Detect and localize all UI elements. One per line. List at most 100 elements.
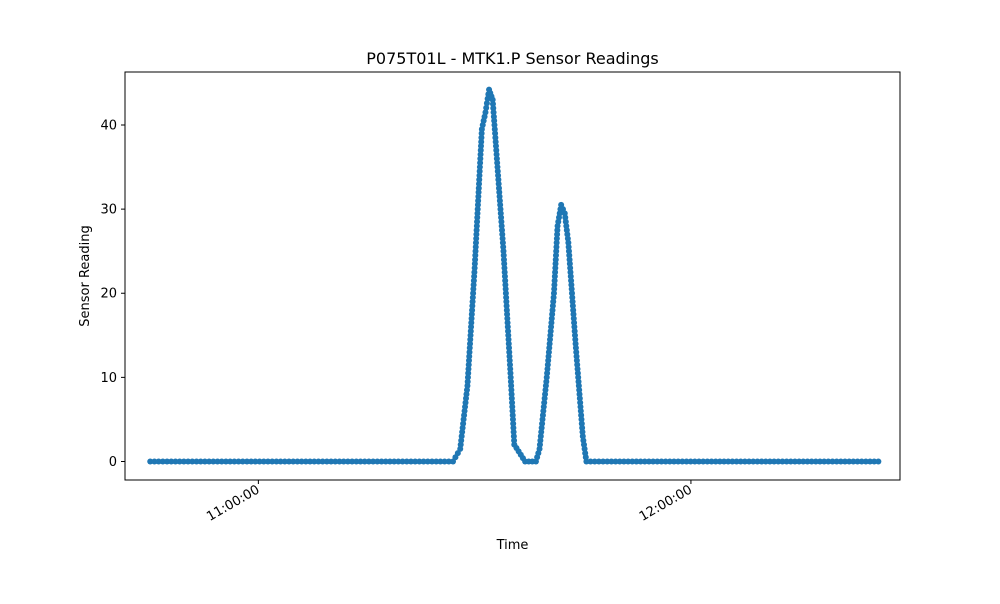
data-point [260,458,267,465]
data-point [716,458,723,465]
data-point [290,458,297,465]
data-point [779,458,786,465]
data-point [214,458,221,465]
data-point [172,458,179,465]
data-point [783,458,790,465]
data-point [164,458,171,465]
data-point [691,458,698,465]
data-point [476,168,483,175]
data-point [833,458,840,465]
data-point [151,458,158,465]
data-point [382,458,389,465]
data-point [787,458,794,465]
data-point [193,458,200,465]
chart-title: P075T01L - MTK1.P Sensor Readings [366,49,658,68]
data-point [336,458,343,465]
data-point [473,222,480,229]
data-point [353,458,360,465]
data-point [595,458,602,465]
data-point [328,458,335,465]
data-point [629,458,636,465]
y-axis-label: Sensor Reading [78,225,93,326]
data-point [243,458,250,465]
data-point [201,458,208,465]
data-point [252,458,259,465]
data-point [302,458,309,465]
data-point [185,458,192,465]
data-point [829,458,836,465]
data-point [357,458,364,465]
data-point [583,458,590,465]
data-point [804,458,811,465]
data-point [704,458,711,465]
data-point [858,458,865,465]
data-point [315,458,322,465]
data-point [846,458,853,465]
data-point [218,458,225,465]
data-point [725,458,732,465]
data-point [264,458,271,465]
data-point [796,458,803,465]
data-point [737,458,744,465]
data-point [700,458,707,465]
data-point [416,458,423,465]
series-layer [147,86,882,465]
data-point [871,458,878,465]
data-point [307,458,314,465]
data-point [662,458,669,465]
data-point [708,458,715,465]
data-point [277,458,284,465]
y-tick-label: 20 [100,287,117,302]
y-tick-label: 40 [100,118,117,133]
data-point [758,458,765,465]
data-point [286,458,293,465]
data-point [483,100,490,107]
data-point [587,458,594,465]
data-point [197,458,204,465]
data-point [821,458,828,465]
data-point [206,458,213,465]
data-point [658,458,665,465]
data-point [281,458,288,465]
data-point [222,458,229,465]
data-point [399,458,406,465]
data-point [637,458,644,465]
data-point [433,458,440,465]
y-tick-label: 10 [100,371,117,386]
data-point [862,458,869,465]
data-point [616,458,623,465]
data-point [412,458,419,465]
data-point [370,458,377,465]
data-point [679,458,686,465]
data-point [235,458,242,465]
data-point [591,458,598,465]
data-point [319,458,326,465]
data-point [816,458,823,465]
data-point [420,458,427,465]
data-point [386,458,393,465]
data-point [766,458,773,465]
data-point [227,458,234,465]
data-point [407,458,414,465]
data-point [168,458,175,465]
data-point [189,458,196,465]
data-point [445,458,452,465]
data-point [294,458,301,465]
data-point [854,458,861,465]
data-point [323,458,330,465]
data-point [746,458,753,465]
data-point [395,458,402,465]
x-axis-label: Time [496,538,529,553]
data-point [641,458,648,465]
data-point [365,458,372,465]
data-point [159,458,166,465]
data-point [683,458,690,465]
data-point [771,458,778,465]
data-point [273,458,280,465]
data-point [729,458,736,465]
data-point [837,458,844,465]
data-point [340,458,347,465]
data-point [791,458,798,465]
data-point [654,458,661,465]
